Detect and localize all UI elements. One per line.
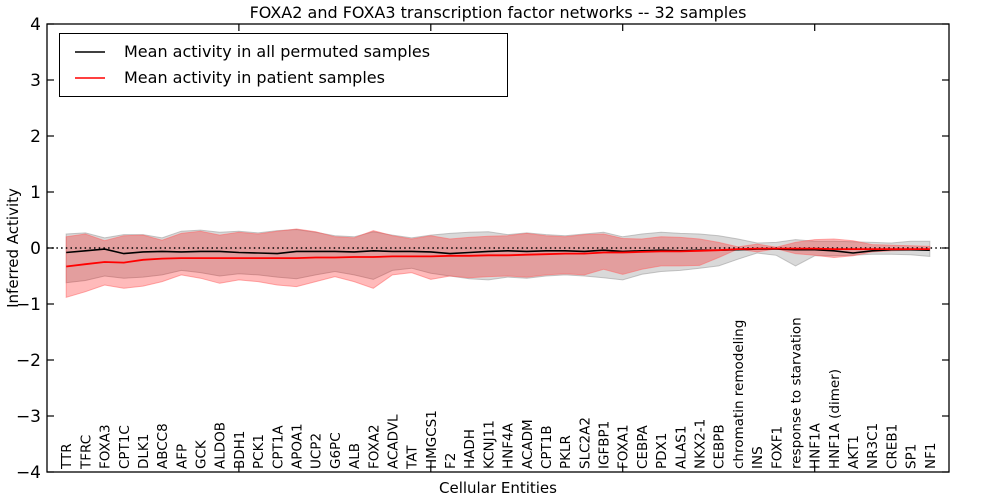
x-category-label-chromatin-remodeling: chromatin remodeling (731, 320, 747, 469)
y-tick-label: 4 (30, 15, 41, 35)
x-category-label-response-to-starvation: response to starvation (789, 317, 805, 469)
x-category-label-cpt1c: CPT1C (117, 425, 133, 469)
x-category-label-cebpb: CEBPB (712, 424, 728, 469)
x-category-label-hnf4a: HNF4A (501, 422, 517, 469)
x-category-label-abcc8: ABCC8 (155, 423, 171, 469)
x-category-label-ttr: TTR (59, 443, 75, 470)
x-category-label-acadvl: ACADVL (385, 414, 401, 469)
x-category-label-foxa2: FOXA2 (366, 424, 382, 469)
series-line-mean-activity-in-patient-samples (66, 247, 930, 268)
y-tick-label: 2 (30, 127, 41, 147)
x-category-label-bdh1: BDH1 (232, 431, 248, 469)
y-tick-label: 0 (30, 239, 41, 259)
chart-title: FOXA2 and FOXA3 transcription factor net… (249, 3, 747, 22)
x-category-label-foxa1: FOXA1 (616, 424, 632, 469)
x-category-label-foxf1: FOXF1 (769, 426, 785, 469)
legend-swatch-permuted (75, 51, 105, 53)
x-category-label-cebpa: CEBPA (635, 425, 651, 469)
legend-swatch-patient (75, 77, 105, 79)
x-category-label-dlk1: DLK1 (136, 434, 152, 469)
x-category-label-igfbp1: IGFBP1 (597, 421, 613, 469)
legend: Mean activity in all permuted samples Me… (59, 33, 508, 97)
x-category-label-slc2a2: SLC2A2 (577, 417, 593, 469)
x-category-label-hmgcs1: HMGCS1 (424, 410, 440, 469)
legend-label-permuted: Mean activity in all permuted samples (124, 42, 431, 61)
x-category-label-creb1: CREB1 (884, 424, 900, 469)
x-category-label-pklr: PKLR (558, 435, 574, 469)
y-tick-label: −3 (16, 407, 41, 427)
legend-item-permuted: Mean activity in all permuted samples (73, 44, 507, 60)
x-category-label-alb: ALB (347, 443, 363, 469)
x-category-label-afp: AFP (174, 444, 190, 469)
x-category-label-ins: INS (750, 446, 766, 469)
x-category-label-hadh: HADH (462, 429, 478, 469)
x-category-label-f2: F2 (443, 453, 459, 469)
y-axis-label: Inferred Activity (4, 188, 22, 308)
x-axis-label: Cellular Entities (439, 479, 557, 497)
x-category-label-foxa3: FOXA3 (98, 424, 114, 469)
x-category-label-hnf1a: HNF1A (808, 422, 824, 469)
x-category-label-aldob: ALDOB (213, 422, 229, 469)
legend-item-patient: Mean activity in patient samples (73, 70, 507, 86)
x-category-label-apoa1: APOA1 (290, 423, 306, 469)
x-category-label-hnf1a-dimer: HNF1A (dimer) (827, 369, 843, 469)
x-category-label-nr3c1: NR3C1 (865, 423, 881, 469)
y-tick-label: −4 (16, 463, 41, 483)
x-category-label-nkx2-1: NKX2-1 (693, 419, 709, 469)
x-category-label-cpt1a: CPT1A (270, 425, 286, 469)
y-tick-label: −1 (16, 295, 41, 315)
x-category-label-cpt1b: CPT1B (539, 425, 555, 469)
x-category-label-akt1: AKT1 (846, 435, 862, 469)
legend-label-patient: Mean activity in patient samples (124, 68, 385, 87)
x-category-label-tat: TAT (405, 445, 421, 470)
x-category-label-tfrc: TFRC (78, 435, 94, 470)
x-category-label-ucp2: UCP2 (309, 433, 325, 469)
x-category-label-pck1: PCK1 (251, 434, 267, 469)
x-category-label-pdx1: PDX1 (654, 433, 670, 469)
x-category-label-g6pc: G6PC (328, 432, 344, 469)
x-category-label-acadm: ACADM (520, 419, 536, 469)
y-tick-label: −2 (16, 351, 41, 371)
x-category-label-nf1: NF1 (923, 443, 939, 469)
y-tick-label: 1 (30, 183, 41, 203)
x-category-label-gck: GCK (194, 439, 210, 469)
x-category-label-alas1: ALAS1 (673, 426, 689, 469)
x-category-label-sp1: SP1 (904, 444, 920, 469)
x-category-label-kcnj11: KCNJ11 (481, 420, 497, 469)
y-tick-label: 3 (30, 71, 41, 91)
